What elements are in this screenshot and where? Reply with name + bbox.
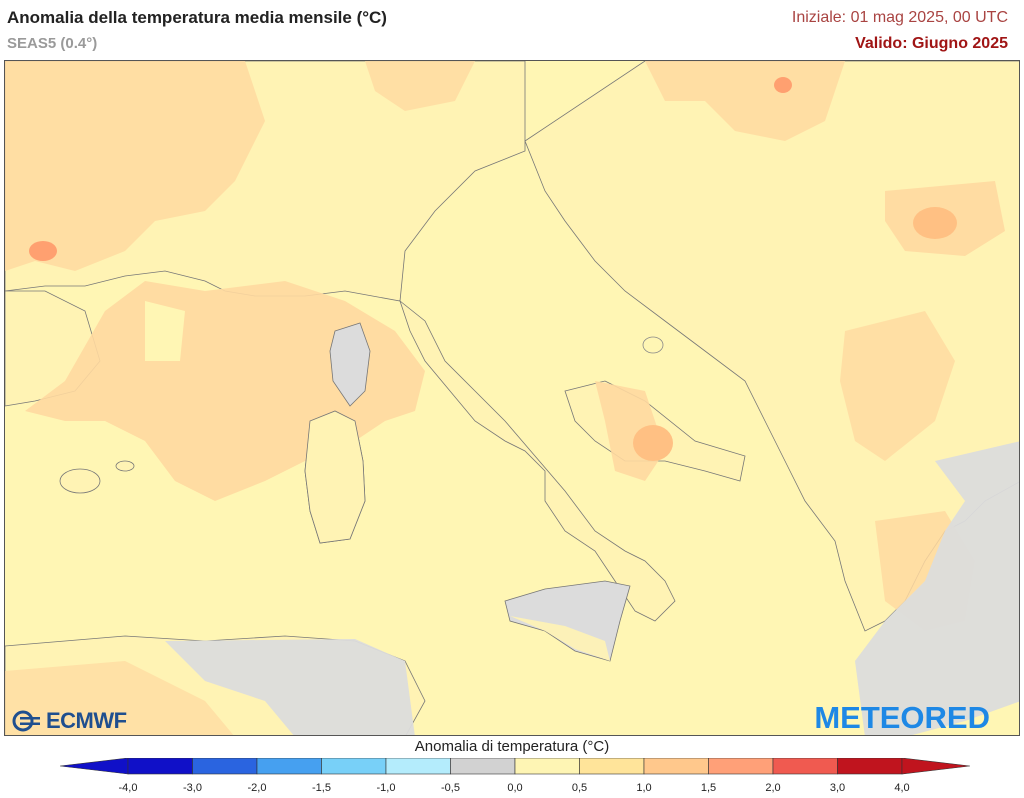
sardinia-outline	[304, 410, 366, 544]
init-time: Iniziale: 01 mag 2025, 00 UTC	[791, 9, 1008, 26]
colorbar-tick-label: -3,0	[183, 782, 202, 794]
island-minorca	[115, 460, 135, 472]
warm-algeria	[5, 661, 234, 735]
land-italy	[399, 299, 676, 622]
colorbar-tick-label: -0,5	[441, 782, 460, 794]
neutral-tunisia	[165, 639, 415, 735]
colorbar-tick-label: 1,5	[700, 782, 717, 794]
anomaly-map	[4, 60, 1020, 736]
valid-period: Valido: Giugno 2025	[855, 35, 1008, 52]
warm-france	[5, 61, 265, 271]
hot-spot-france	[29, 241, 57, 261]
colorbar-segment	[385, 758, 451, 775]
colorbar-tick-label: 4,0	[894, 782, 910, 794]
meteored-logo: METEORED	[814, 700, 990, 735]
colorbar-segment	[256, 758, 322, 775]
island-adriatic	[642, 336, 664, 354]
colorbar-segment	[321, 758, 387, 775]
map-canvas	[5, 61, 1019, 735]
colorbar-tick-label: 0,5	[571, 782, 588, 794]
ecmwf-text: ECMWF	[46, 708, 127, 733]
ecmwf-icon	[12, 710, 40, 732]
colorbar-min-arrow	[60, 758, 129, 775]
colorbar-segment	[579, 758, 645, 775]
chart-title: Anomalia della temperatura media mensile…	[7, 8, 387, 27]
colorbar-segment	[450, 758, 516, 775]
legend-title: Anomalia di temperatura (°C)	[414, 738, 610, 755]
colorbar-segment	[514, 758, 580, 775]
model-label: SEAS5 (0.4°)	[7, 35, 98, 52]
sicily-south	[510, 616, 610, 661]
colorbar-tick-label: -2,0	[247, 782, 267, 794]
ecmwf-logo: ECMWF	[12, 706, 127, 736]
cool-pocket	[145, 301, 185, 361]
colorbar-segment	[192, 758, 258, 775]
colorbar-tick-label: 1,0	[636, 782, 652, 794]
corsica-outline	[329, 322, 371, 407]
colorbar-max-arrow	[901, 758, 970, 775]
neutral-aegean	[855, 441, 1019, 735]
hot-spot-hungary	[774, 77, 792, 93]
warm-alps	[365, 61, 475, 111]
colorbar-segment	[643, 758, 709, 775]
colorbar-segment	[708, 758, 774, 775]
colorbar-tick-label: 3,0	[829, 782, 846, 794]
hot-spot-campania	[633, 425, 673, 461]
colorbar-tick-label: -1,0	[376, 782, 396, 794]
colorbar	[60, 758, 970, 775]
colorbar-segment	[127, 758, 193, 775]
colorbar-segment	[772, 758, 838, 775]
colorbar-tick-label: 0,0	[507, 782, 523, 794]
colorbar-tick-label: -4,0	[118, 782, 138, 794]
warm-hungary	[645, 61, 845, 141]
hot-spot-romania	[913, 207, 957, 239]
warm-bulgaria	[840, 311, 955, 461]
colorbar-segment	[837, 758, 903, 775]
colorbar-tick-label: -1,5	[312, 782, 331, 794]
colorbar-tick-label: 2,0	[765, 782, 781, 794]
island-balearic	[59, 468, 101, 494]
